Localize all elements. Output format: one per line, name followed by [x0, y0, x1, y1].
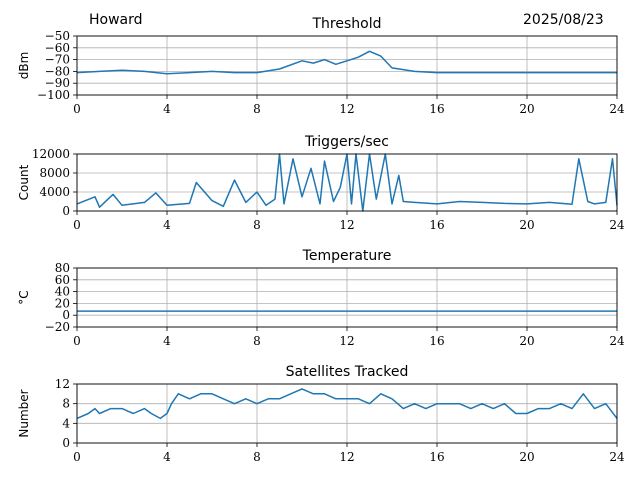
x-tick-label: 12 [339, 102, 354, 116]
header-date: 2025/08/23 [523, 12, 604, 28]
x-tick-label: 12 [339, 218, 354, 232]
x-tick-label: 8 [253, 334, 261, 348]
y-tick-label: −60 [45, 41, 70, 55]
y-tick-label: −100 [37, 88, 70, 102]
x-tick-label: 4 [163, 218, 171, 232]
x-tick-label: 16 [429, 102, 444, 116]
chart-title: Temperature [302, 248, 392, 264]
y-tick-label: 20 [55, 296, 70, 310]
y-axis-label: Number [17, 389, 31, 437]
y-tick-label: 40 [55, 285, 70, 299]
x-tick-label: 4 [163, 450, 171, 464]
x-tick-label: 16 [429, 334, 444, 348]
y-axis-label: Count [17, 164, 31, 200]
x-tick-label: 0 [73, 218, 81, 232]
y-tick-label: 8 [62, 397, 70, 411]
x-tick-label: 24 [609, 102, 625, 116]
series-line [76, 50, 617, 75]
y-axis-label: °C [17, 290, 31, 304]
x-tick-label: 0 [73, 450, 81, 464]
y-tick-label: 0 [62, 308, 70, 322]
x-tick-label: 4 [163, 334, 171, 348]
y-tick-label: 4000 [39, 185, 70, 199]
x-tick-label: 24 [609, 218, 625, 232]
y-tick-label: 80 [55, 261, 70, 275]
y-tick-label: 60 [55, 273, 70, 287]
chart-title: Satellites Tracked [286, 364, 409, 380]
x-tick-label: 16 [429, 450, 444, 464]
y-tick-label: 4 [62, 416, 70, 430]
chart-panel-1: 0 4 8 12 16 20 24 −50−60−70−80−90−100 Threshold d… [17, 16, 625, 116]
x-tick-label: 20 [519, 450, 534, 464]
chart-panel-4: 0 4 8 12 16 20 24 0 4 8 12 Satellites Tracked Number [17, 364, 625, 464]
x-tick-label: 8 [253, 102, 261, 116]
chart-panel-2: 0 4 8 12 16 20 24 0 4000 8000 12000 Triggers/sec Cou… [17, 134, 625, 232]
y-axis-label: dBm [17, 52, 31, 80]
y-tick-label: −70 [45, 53, 70, 67]
y-tick-label: 0 [62, 436, 70, 450]
x-tick-label: 20 [519, 218, 534, 232]
x-tick-label: 0 [73, 102, 81, 116]
header-station-name: Howard [89, 12, 143, 28]
x-tick-label: 24 [609, 334, 625, 348]
series-line [76, 388, 618, 420]
x-tick-label: 12 [339, 450, 354, 464]
x-tick-label: 8 [253, 450, 261, 464]
y-tick-label: −20 [45, 320, 70, 334]
y-tick-label: 12000 [32, 147, 70, 161]
chart-title: Threshold [312, 16, 382, 32]
series-line [76, 153, 618, 212]
x-tick-label: 12 [339, 334, 354, 348]
x-tick-label: 0 [73, 334, 81, 348]
chart-title: Triggers/sec [304, 134, 389, 150]
x-tick-label: 20 [519, 102, 534, 116]
y-tick-label: −50 [45, 29, 70, 43]
y-tick-label: 0 [62, 204, 70, 218]
x-tick-label: 16 [429, 218, 444, 232]
y-tick-label: −90 [45, 76, 70, 90]
y-tick-label: 12 [55, 377, 70, 391]
y-tick-label: −80 [45, 64, 70, 78]
x-tick-label: 24 [609, 450, 625, 464]
x-tick-label: 20 [519, 334, 534, 348]
x-tick-label: 4 [163, 102, 171, 116]
y-tick-label: 8000 [39, 166, 70, 180]
x-tick-label: 8 [253, 218, 261, 232]
